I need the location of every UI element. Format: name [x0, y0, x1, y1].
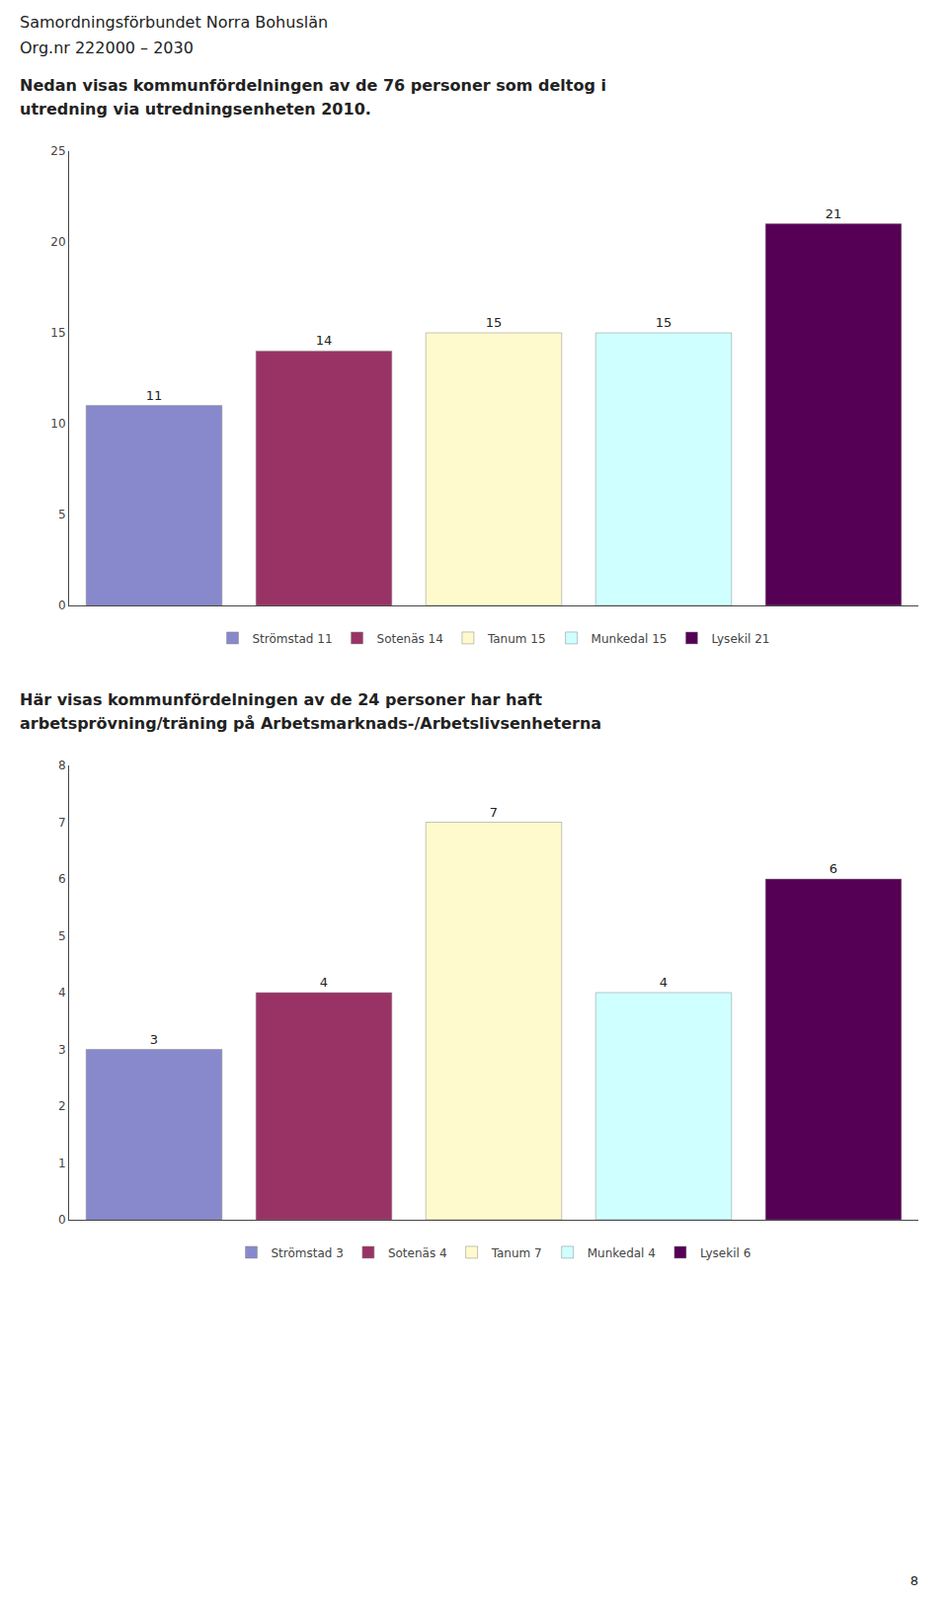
svg-text:Tanum 7: Tanum 7	[490, 1246, 543, 1261]
svg-text:8: 8	[58, 758, 67, 773]
svg-text:2: 2	[58, 1099, 67, 1113]
html-text:Samordningsförbundet Norra Boh: Samordningsförbundet Norra Bohuslän	[19, 12, 328, 32]
svg-text:25: 25	[50, 144, 66, 158]
svg-text:15: 15	[485, 315, 503, 330]
svg-text:0: 0	[58, 1212, 67, 1227]
svg-text:3: 3	[150, 1031, 158, 1047]
svg-text:4: 4	[659, 974, 668, 990]
svg-text:Sotenäs 4: Sotenäs 4	[388, 1246, 448, 1261]
svg-text:Sotenäs 14: Sotenäs 14	[377, 632, 444, 646]
svg-text:3: 3	[58, 1042, 67, 1057]
svg-text:Strömstad 11: Strömstad 11	[252, 632, 333, 646]
svg-text:5: 5	[58, 929, 67, 944]
svg-text:15: 15	[655, 315, 673, 330]
svg-text:5: 5	[58, 507, 67, 522]
html-text:Nedan visas kommunfördelningen: Nedan visas kommunfördelningen av de 76 …	[19, 76, 607, 119]
svg-text:21: 21	[825, 206, 843, 222]
svg-text:4: 4	[58, 985, 67, 1000]
svg-text:1: 1	[58, 1156, 67, 1171]
svg-text:11: 11	[146, 388, 163, 403]
svg-text:0: 0	[58, 598, 67, 613]
svg-text:20: 20	[50, 235, 66, 249]
html-text:Org.nr 222000 – 2030: Org.nr 222000 – 2030	[19, 38, 194, 57]
svg-text:Munkedal 15: Munkedal 15	[591, 632, 668, 646]
svg-text:7: 7	[58, 815, 67, 830]
svg-text:6: 6	[829, 861, 838, 876]
html-text:8: 8	[910, 1573, 919, 1588]
svg-text:Munkedal 4: Munkedal 4	[587, 1246, 656, 1261]
svg-text:Strömstad 3: Strömstad 3	[271, 1246, 344, 1261]
svg-text:15: 15	[50, 325, 66, 340]
svg-text:7: 7	[489, 804, 498, 820]
svg-text:10: 10	[50, 416, 66, 431]
svg-text:Lysekil 6: Lysekil 6	[700, 1246, 751, 1261]
svg-text:Lysekil 21: Lysekil 21	[711, 632, 770, 646]
svg-text:14: 14	[316, 333, 333, 349]
svg-text:Tanum 15: Tanum 15	[486, 632, 547, 646]
svg-text:6: 6	[58, 871, 67, 886]
svg-text:4: 4	[319, 974, 328, 990]
html-text:Här visas kommunfördelningen a: Här visas kommunfördelningen av de 24 pe…	[19, 690, 602, 733]
